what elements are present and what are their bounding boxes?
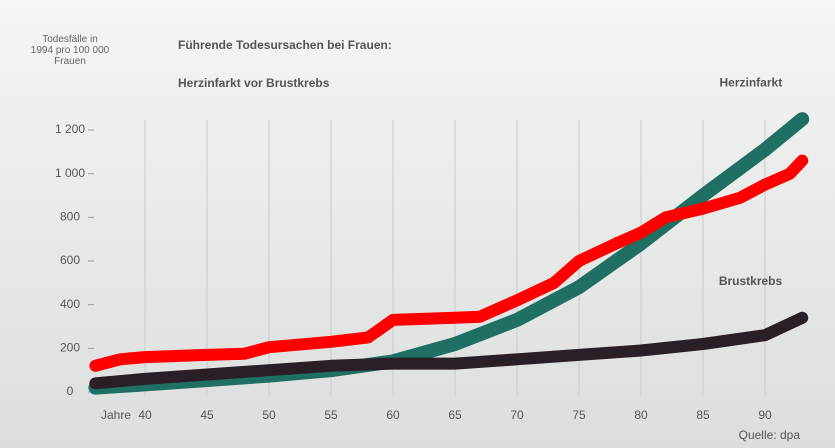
x-tick-label: 70 — [510, 408, 524, 422]
chart-subtitle: Herzinfarkt vor Brustkrebs — [178, 76, 330, 90]
x-tick-label: 60 — [386, 408, 400, 422]
x-tick-label: 45 — [200, 408, 214, 422]
x-tick-label: 80 — [634, 408, 648, 422]
chart-title: Führende Todesursachen bei Frauen: — [178, 38, 392, 52]
y-axis-label-box: Todesfälle in 1994 pro 100 000 Frauen — [30, 34, 110, 67]
y-tick-label: 400 — [60, 297, 80, 311]
x-tick-label: 75 — [572, 408, 586, 422]
y-tick-label: 800 — [60, 210, 80, 224]
y-tick-label: 0 — [67, 384, 74, 398]
x-tick-label: 55 — [324, 408, 338, 422]
series-line — [89, 154, 809, 372]
y-tick-label: 1 200 — [55, 122, 85, 136]
series-label: Brustkrebs — [719, 274, 783, 288]
series-line — [89, 311, 809, 390]
y-tick-label: 200 — [60, 341, 80, 355]
y-tick-label: 1 000 — [55, 166, 85, 180]
source: Quelle: dpa — [739, 428, 801, 442]
x-tick-label: 65 — [448, 408, 462, 422]
x-tick-label: 90 — [758, 408, 772, 422]
y-axis-label: Todesfälle in 1994 pro 100 000 Frauen — [30, 34, 110, 67]
y-tick-label: 600 — [60, 253, 80, 267]
series-label: Herzinfarkt — [720, 75, 783, 89]
x-tick-label: 85 — [696, 408, 710, 422]
x-tick-label: 40 — [138, 408, 152, 422]
x-axis-label: Jahre — [101, 408, 131, 422]
x-tick-label: 50 — [262, 408, 276, 422]
